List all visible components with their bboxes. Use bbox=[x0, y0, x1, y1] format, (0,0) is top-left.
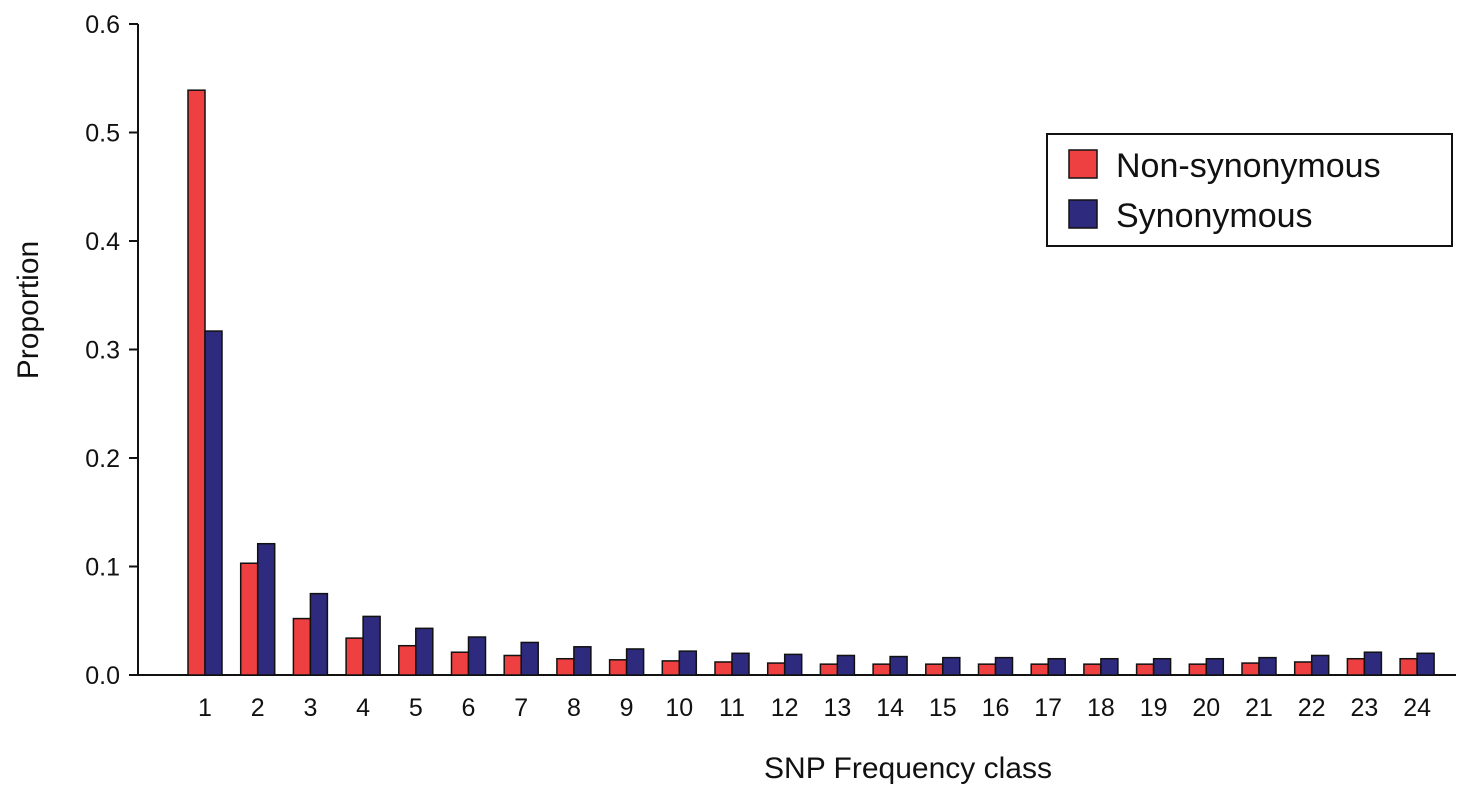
bar-non-synonymous-4 bbox=[345, 637, 364, 676]
bar-non-synonymous-23 bbox=[1346, 657, 1366, 676]
x-tick-label: 20 bbox=[1192, 694, 1220, 722]
bar-synonymous-7 bbox=[520, 641, 539, 676]
y-tick-label: 0.1 bbox=[85, 554, 120, 582]
bar-synonymous-5 bbox=[415, 627, 434, 676]
x-tick-label: 15 bbox=[929, 694, 957, 722]
bar-synonymous-4 bbox=[362, 615, 381, 676]
x-tick-label: 19 bbox=[1140, 694, 1168, 722]
x-tick-label: 14 bbox=[876, 694, 904, 722]
bars bbox=[187, 89, 1435, 676]
bar-synonymous-15 bbox=[942, 656, 961, 676]
bar-non-synonymous-18 bbox=[1083, 663, 1102, 676]
y-tick-label: 0.4 bbox=[85, 228, 120, 256]
x-tick-label: 8 bbox=[567, 694, 581, 722]
bar-non-synonymous-10 bbox=[661, 660, 681, 676]
x-tick-label: 4 bbox=[356, 694, 370, 722]
bar-synonymous-18 bbox=[1100, 657, 1119, 676]
x-tick-label: 12 bbox=[771, 694, 799, 722]
bar-non-synonymous-19 bbox=[1135, 663, 1155, 676]
bar-synonymous-21 bbox=[1258, 656, 1277, 676]
legend-swatch-non-synonymous bbox=[1068, 149, 1098, 179]
bar-non-synonymous-2 bbox=[239, 562, 259, 676]
bar-non-synonymous-9 bbox=[608, 659, 628, 676]
bar-synonymous-11 bbox=[731, 652, 750, 676]
x-tick-label: 2 bbox=[251, 694, 265, 722]
bar-synonymous-24 bbox=[1416, 652, 1435, 676]
bar-non-synonymous-20 bbox=[1188, 663, 1208, 676]
bar-synonymous-1 bbox=[204, 330, 223, 676]
y-tick-label: 0.3 bbox=[85, 337, 120, 365]
x-tick-label: 10 bbox=[665, 694, 693, 722]
bar-synonymous-3 bbox=[309, 592, 329, 676]
x-tick-label: 24 bbox=[1403, 694, 1431, 722]
x-tick-label: 1 bbox=[198, 694, 212, 722]
bar-synonymous-12 bbox=[783, 653, 803, 676]
x-tick-label: 16 bbox=[982, 694, 1010, 722]
bar-synonymous-23 bbox=[1363, 651, 1383, 676]
bar-non-synonymous-3 bbox=[292, 617, 312, 676]
y-axis: 0.0 0.1 0.2 0.3 0.4 0.5 0.6 bbox=[85, 11, 139, 690]
x-tick-label: 11 bbox=[719, 694, 745, 722]
y-axis-title: Proportion bbox=[12, 241, 45, 379]
x-tick-label: 18 bbox=[1087, 694, 1115, 722]
y-tick-label: 0.0 bbox=[85, 662, 120, 690]
bar-non-synonymous-15 bbox=[925, 663, 944, 676]
x-tick-label: 17 bbox=[1034, 694, 1062, 722]
x-tick-label: 3 bbox=[303, 694, 317, 722]
bar-non-synonymous-8 bbox=[556, 657, 575, 676]
bar-synonymous-9 bbox=[625, 648, 645, 676]
bar-synonymous-16 bbox=[994, 656, 1014, 676]
bar-synonymous-14 bbox=[889, 655, 908, 676]
bar-synonymous-22 bbox=[1310, 654, 1330, 676]
bar-non-synonymous-17 bbox=[1030, 663, 1049, 676]
bar-synonymous-6 bbox=[467, 636, 487, 676]
legend-label-non-synonymous: Non-synonymous bbox=[1116, 147, 1381, 185]
bar-synonymous-10 bbox=[678, 650, 698, 676]
x-tick-label: 23 bbox=[1350, 694, 1378, 722]
y-tick-label: 0.5 bbox=[85, 120, 120, 148]
x-tick-label: 6 bbox=[462, 694, 476, 722]
bar-non-synonymous-5 bbox=[398, 644, 417, 676]
bar-synonymous-19 bbox=[1152, 657, 1172, 676]
x-tick-label: 13 bbox=[823, 694, 851, 722]
bar-non-synonymous-24 bbox=[1399, 657, 1418, 676]
legend: Non-synonymous Synonymous bbox=[1046, 133, 1453, 247]
bar-synonymous-20 bbox=[1205, 657, 1225, 676]
legend-label-synonymous: Synonymous bbox=[1116, 197, 1313, 235]
bar-synonymous-2 bbox=[256, 542, 276, 676]
x-tick-label: 22 bbox=[1298, 694, 1326, 722]
bar-non-synonymous-14 bbox=[872, 663, 891, 676]
bar-non-synonymous-13 bbox=[819, 663, 839, 676]
x-tick-label: 21 bbox=[1245, 694, 1273, 722]
bar-non-synonymous-6 bbox=[450, 651, 470, 676]
bar-non-synonymous-22 bbox=[1293, 661, 1313, 676]
x-tick-label: 9 bbox=[620, 694, 634, 722]
legend-swatch-synonymous bbox=[1068, 199, 1098, 229]
bar-non-synonymous-1 bbox=[187, 89, 206, 676]
x-tick-label: 7 bbox=[514, 694, 528, 722]
bar-non-synonymous-21 bbox=[1241, 662, 1260, 676]
bar-synonymous-13 bbox=[836, 654, 856, 676]
bar-synonymous-8 bbox=[573, 646, 592, 676]
y-tick-label: 0.6 bbox=[85, 11, 120, 39]
bar-non-synonymous-11 bbox=[714, 661, 733, 676]
legend-box bbox=[1046, 133, 1453, 247]
bar-non-synonymous-12 bbox=[766, 662, 786, 676]
x-tick-label: 5 bbox=[409, 694, 423, 722]
y-tick-label: 0.2 bbox=[85, 445, 120, 473]
x-axis: 1 2 3 4 5 6 7 8 9 10 11 12 13 14 15 16 17 18 19 20 21 22 23 24 bbox=[138, 674, 1456, 722]
bar-synonymous-17 bbox=[1047, 657, 1066, 676]
bar-non-synonymous-16 bbox=[977, 663, 997, 676]
bar-non-synonymous-7 bbox=[503, 654, 522, 676]
x-axis-title: SNP Frequency class bbox=[764, 752, 1052, 785]
